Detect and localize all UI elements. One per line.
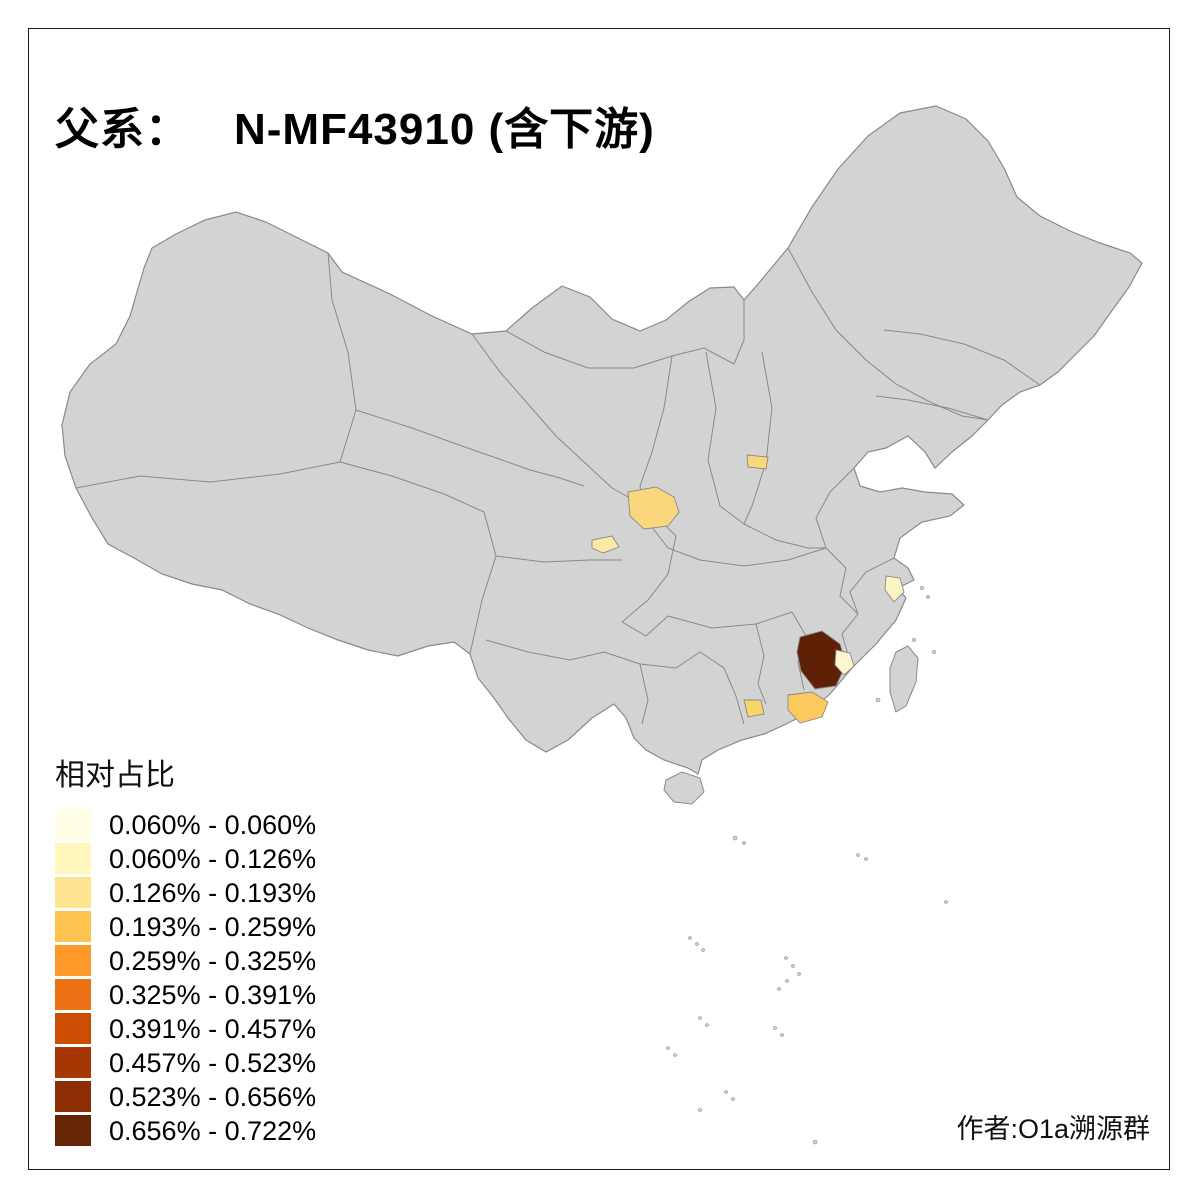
legend-swatch [55,843,91,874]
title-prefix: 父系： [55,105,190,155]
legend-swatch [55,911,91,942]
legend-item-label: 0.457% - 0.523% [109,1047,317,1078]
legend-item: 0.523% - 0.656% [55,1080,316,1114]
legend-swatch [55,979,91,1010]
legend-swatch [55,877,91,908]
legend-item-label: 0.126% - 0.193% [109,877,317,908]
choropleth-region-fujian-pale [834,649,855,676]
taiwan-island [889,645,919,713]
legend-item: 0.060% - 0.060% [55,808,316,842]
legend-item-label: 0.060% - 0.126% [109,843,317,874]
hainan-island [663,771,705,805]
legend-item-label: 0.391% - 0.457% [109,1013,317,1044]
legend-item: 0.325% - 0.391% [55,978,316,1012]
figure-title: 父系： N-MF43910 (含下游) [55,93,655,157]
legend-swatch [55,945,91,976]
choropleth-region-guangdong-small [743,699,765,718]
legend-item: 0.193% - 0.259% [55,910,316,944]
title-haplogroup: N-MF43910 (含下游) [234,105,655,155]
choropleth-region-zhejiang-coast [884,575,905,603]
legend-item-label: 0.259% - 0.325% [109,945,317,976]
south-china-sea-islands [666,586,948,1145]
legend-item-label: 0.325% - 0.391% [109,979,317,1010]
choropleth-region-north-small [746,454,769,470]
legend-title: 相对占比 [55,759,175,792]
legend-item-label: 0.656% - 0.722% [109,1115,317,1146]
legend-item-label: 0.523% - 0.656% [109,1081,317,1112]
legend-item: 0.126% - 0.193% [55,876,316,910]
author-credit: 作者:O1a溯源群 [956,1114,1150,1144]
legend-item: 0.457% - 0.523% [55,1046,316,1080]
legend-item-label: 0.060% - 0.060% [109,809,317,840]
legend-swatch [55,1081,91,1112]
choropleth-region-central [627,486,680,530]
legend-swatch [55,1047,91,1078]
highlighted-regions [591,454,905,724]
legend-swatch [55,1115,91,1146]
legend-swatch [55,809,91,840]
legend-item: 0.060% - 0.126% [55,842,316,876]
mainland-landmass [61,105,1143,775]
choropleth-region-fujian-dark [796,630,847,690]
legend-item: 0.391% - 0.457% [55,1012,316,1046]
legend-swatch [55,1013,91,1044]
legend: 相对占比 0.060% - 0.060% 0.060% - 0.126% 0.1… [55,750,316,1148]
legend-item: 0.656% - 0.722% [55,1114,316,1148]
legend-item-label: 0.193% - 0.259% [109,911,317,942]
choropleth-region-west-small [591,535,620,554]
choropleth-region-guangdong [787,691,829,724]
legend-item: 0.259% - 0.325% [55,944,316,978]
province-borders [75,247,1041,725]
